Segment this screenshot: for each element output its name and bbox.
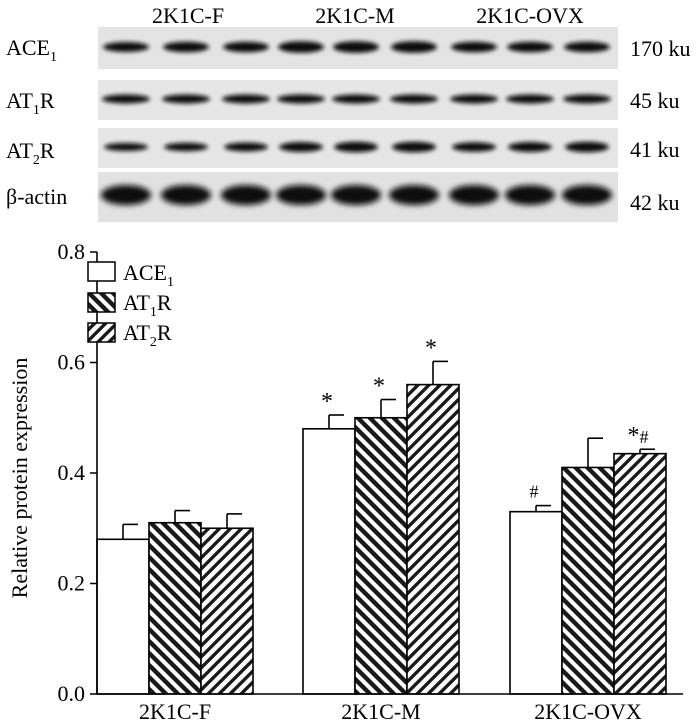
blot-group-label-m: 2K1C-M — [315, 3, 394, 28]
blot-band-ace1-lane-3 — [223, 41, 269, 53]
legend-label-at2r: AT2R — [123, 320, 172, 350]
blot-band-ace1-lane-9 — [564, 41, 610, 53]
blot-size-at1r: 45 ku — [630, 88, 680, 113]
blot-band-ace1-lane-1 — [103, 42, 149, 52]
bar-2k1c-m-ace1-annotation: * — [321, 389, 333, 415]
blot-group-label-f: 2K1C-F — [152, 3, 224, 28]
bar-2k1c-ovx-at2r — [613, 452, 667, 695]
blot-row-label-at2r: AT2R — [6, 138, 55, 168]
bar-2k1c-m-at2r — [406, 383, 460, 695]
bar-2k1c-f-at2r — [200, 527, 254, 695]
bar-2k1c-m-at2r-annotation: * — [425, 335, 437, 361]
x-tick-label-2k1c-f: 2K1C-F — [139, 699, 211, 723]
blot-band-at1r-lane-3 — [222, 94, 270, 104]
y-tick-label-4: 0.8 — [58, 239, 86, 264]
blot-row-label-ace1: ACE1 — [6, 35, 57, 65]
blot-group-labels: 2K1C-F 2K1C-M 2K1C-OVX — [152, 3, 584, 28]
western-blot: 2K1C-F 2K1C-M 2K1C-OVX ACE1 AT1R AT2R β-… — [6, 3, 691, 222]
blot-band-at2r-lane-7 — [452, 142, 496, 152]
legend-label-at1r: AT1R — [123, 290, 172, 320]
bar-2k1c-f-ace1 — [96, 538, 150, 695]
bar-2k1c-m-at1r-annotation: * — [373, 374, 385, 400]
blot-band-at2r-lane-1 — [104, 143, 148, 151]
blot-band-ace1-lane-8 — [507, 41, 553, 53]
blot-band-at2r-lane-5 — [334, 141, 378, 153]
blot-band-at1r-lane-5 — [332, 94, 380, 104]
legend-swatch-ace1 — [87, 261, 116, 282]
blot-size-ace1: 170 ku — [630, 36, 691, 61]
blot-band-beta-actin-lane-2 — [161, 185, 211, 205]
bar-2k1c-m-ace1 — [302, 427, 356, 695]
blot-band-at1r-lane-1 — [102, 94, 150, 104]
blot-band-beta-actin-lane-7 — [449, 185, 499, 205]
blot-band-ace1-lane-5 — [333, 41, 379, 53]
blot-size-beta-actin: 42 ku — [630, 190, 680, 215]
blot-band-at2r-lane-2 — [164, 142, 208, 152]
bar-2k1c-ovx-at2r-annotation: *# — [628, 423, 649, 449]
legend-swatch-at2r — [87, 322, 116, 343]
blot-band-ace1-lane-6 — [391, 41, 437, 53]
blot-band-beta-actin-lane-6 — [389, 185, 439, 205]
blot-row-label-at1r: AT1R — [6, 88, 55, 118]
blot-band-beta-actin-lane-3 — [221, 185, 271, 205]
bar-2k1c-m-at1r — [354, 416, 408, 695]
blot-row-label-beta-actin: β-actin — [6, 184, 67, 209]
bar-2k1c-ovx-ace1-annotation: # — [530, 482, 539, 502]
blot-size-at2r: 41 ku — [630, 137, 680, 162]
blot-band-at1r-lane-7 — [450, 94, 498, 104]
y-axis-label: Relative protein expression — [7, 358, 32, 599]
y-tick-label-3: 0.6 — [58, 350, 86, 375]
legend: ACE1 AT1R AT2R — [87, 260, 174, 350]
blot-band-at2r-lane-8 — [508, 142, 552, 152]
bar-2k1c-ovx-ace1 — [509, 510, 563, 695]
blot-group-label-ovx: 2K1C-OVX — [476, 3, 584, 28]
y-tick-label-0: 0.0 — [58, 681, 86, 706]
blot-band-ace1-lane-4 — [278, 41, 324, 53]
blot-band-at2r-lane-4 — [279, 142, 323, 152]
x-tick-label-2k1c-m: 2K1C-M — [341, 699, 420, 723]
bar-2k1c-f-at1r — [148, 521, 202, 695]
blot-band-ace1-lane-7 — [451, 41, 497, 53]
blot-band-beta-actin-lane-1 — [101, 185, 151, 205]
blot-band-beta-actin-lane-8 — [505, 185, 555, 205]
blot-band-at2r-lane-9 — [565, 141, 609, 153]
legend-swatch-at1r — [87, 292, 116, 313]
blot-band-at1r-lane-6 — [390, 94, 438, 104]
blot-band-beta-actin-lane-5 — [331, 185, 381, 205]
blot-band-at1r-lane-2 — [162, 94, 210, 104]
y-tick-label-1: 0.2 — [58, 571, 86, 596]
x-tick-label-2k1c-ovx: 2K1C-OVX — [534, 699, 642, 723]
legend-label-ace1: ACE1 — [123, 260, 174, 290]
blot-band-at1r-lane-9 — [563, 94, 611, 104]
blot-band-at1r-lane-8 — [506, 94, 554, 104]
y-tick-label-2: 0.4 — [58, 460, 86, 485]
blot-band-beta-actin-lane-4 — [276, 185, 326, 205]
bar-2k1c-ovx-at1r — [561, 466, 615, 695]
blot-band-at1r-lane-4 — [277, 94, 325, 104]
blot-band-at2r-lane-3 — [224, 142, 268, 152]
bar-series-area: ***#*# — [96, 335, 667, 695]
blot-band-ace1-lane-2 — [163, 41, 209, 53]
blot-band-at2r-lane-6 — [392, 141, 436, 153]
blot-band-beta-actin-lane-9 — [562, 185, 612, 205]
